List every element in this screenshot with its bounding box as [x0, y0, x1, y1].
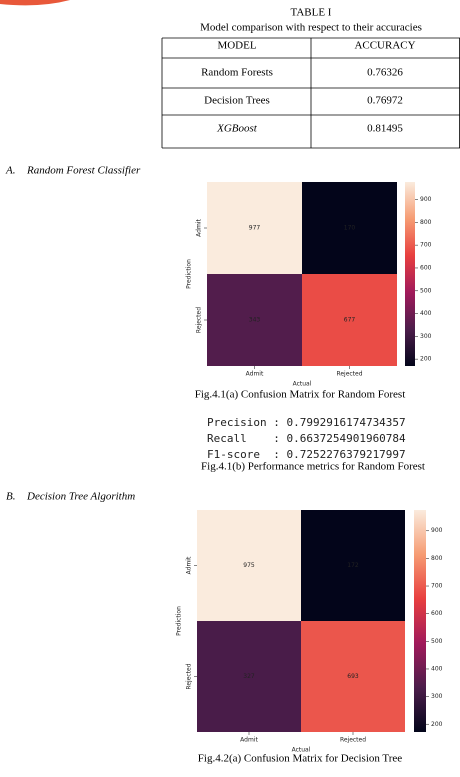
heatmap-cell — [302, 182, 397, 274]
metric-line: Recall : 0.6637254901960784 — [207, 432, 406, 445]
colorbar-tick-label: 900 — [431, 527, 443, 534]
colorbar — [414, 510, 426, 732]
table-header: ACCURACY — [354, 40, 415, 52]
figure-caption: Fig.4.2(a) Confusion Matrix for Decision… — [198, 753, 403, 765]
colorbar-tick-label: 200 — [420, 356, 432, 363]
table-header: MODEL — [217, 40, 256, 52]
heatmap-cell — [207, 274, 302, 366]
y-axis-label: Prediction — [176, 606, 183, 636]
colorbar — [405, 182, 415, 366]
y-axis-label: Prediction — [186, 259, 193, 289]
cell-label: 693 — [347, 673, 359, 680]
colorbar-tick-label: 700 — [420, 242, 432, 249]
colorbar-tick-label: 200 — [431, 721, 443, 728]
cell-label: 677 — [344, 317, 356, 324]
table-caption: Model comparison with respect to their a… — [200, 22, 422, 34]
colorbar-tick-label: 900 — [420, 196, 432, 203]
metric-line: F1-score : 0.7252276379217997 — [207, 448, 406, 461]
figure-caption: Fig.4.1(a) Confusion Matrix for Random F… — [195, 389, 406, 401]
table-frame — [161, 37, 460, 149]
heatmap-cell — [302, 274, 397, 366]
table-cell: 0.76972 — [367, 95, 403, 107]
y-tick-label: Admit — [196, 219, 203, 237]
colorbar-tick-label: 400 — [431, 665, 443, 672]
cell-label: 343 — [249, 317, 261, 324]
table-cell: Random Forests — [201, 67, 273, 79]
cell-label: 977 — [249, 225, 261, 232]
y-tick-label: Rejected — [186, 663, 193, 689]
colorbar-tick-label: 500 — [431, 638, 443, 645]
y-tick-label: Admit — [186, 556, 193, 574]
heatmap-cell — [197, 621, 301, 732]
colorbar-tick-label: 500 — [420, 287, 432, 294]
heatmap-cell — [301, 621, 405, 732]
table-cell: 0.76326 — [367, 67, 403, 79]
logo-fragment — [0, 0, 70, 6]
colorbar-tick-label: 600 — [420, 264, 432, 271]
x-tick-label: Rejected — [336, 371, 362, 378]
cell-label: 327 — [243, 673, 255, 680]
colorbar-tick-label: 600 — [431, 610, 443, 617]
colorbar-tick-label: 700 — [431, 583, 443, 590]
section-title: Decision Tree Algorithm — [26, 491, 135, 503]
heatmap-cell — [207, 182, 302, 274]
x-tick-label: Admit — [240, 737, 258, 744]
cell-label: 975 — [243, 562, 255, 569]
heatmap-cell — [301, 510, 405, 621]
colorbar-tick-label: 800 — [431, 555, 443, 562]
section-label: A. — [5, 165, 15, 177]
section-title: Random Forest Classifier — [26, 165, 141, 177]
heatmap-cell — [197, 510, 301, 621]
table-number: TABLE I — [291, 7, 332, 19]
cell-label: 170 — [344, 225, 356, 232]
colorbar-tick-label: 300 — [431, 693, 443, 700]
x-tick-label: Admit — [246, 371, 264, 378]
table-cell: 0.81495 — [367, 123, 403, 135]
colorbar-tick-label: 300 — [420, 333, 432, 340]
section-label: B. — [6, 491, 15, 503]
table-cell: Decision Trees — [204, 95, 270, 107]
metric-line: Precision : 0.7992916174734357 — [207, 416, 406, 429]
table-cell: XGBoost — [216, 123, 258, 135]
colorbar-tick-label: 800 — [420, 219, 432, 226]
figure-caption: Fig.4.1(b) Performance metrics for Rando… — [201, 461, 425, 473]
x-axis-label: Actual — [292, 747, 311, 754]
colorbar-tick-label: 400 — [420, 310, 432, 317]
x-tick-label: Rejected — [340, 737, 366, 744]
cell-label: 172 — [347, 562, 359, 569]
y-tick-label: Rejected — [196, 307, 203, 333]
x-axis-label: Actual — [293, 381, 312, 388]
